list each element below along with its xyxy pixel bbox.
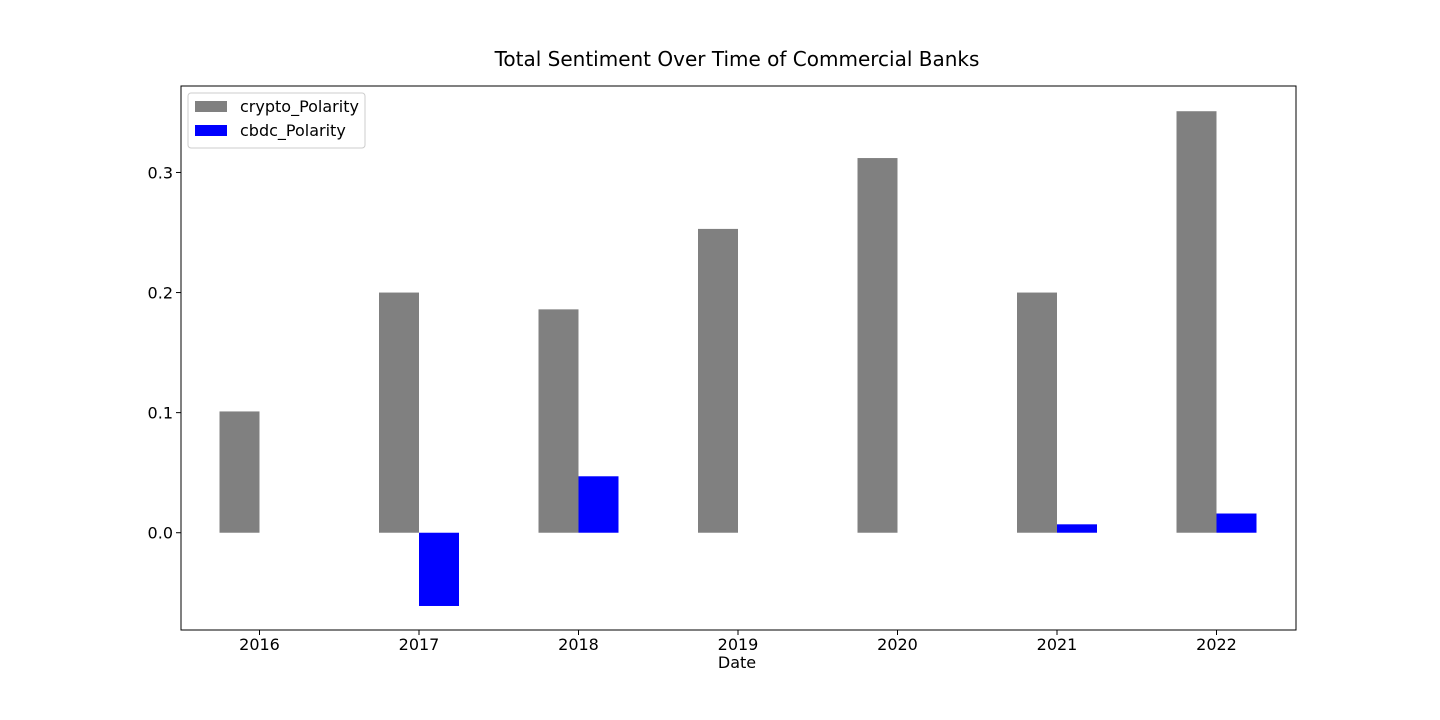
bar-cbdc_Polarity-2018 (578, 476, 619, 533)
bar-crypto_Polarity-2022 (1176, 111, 1217, 533)
legend-box (187, 92, 366, 149)
x-tick-label: 2018 (558, 635, 599, 654)
bar-crypto_Polarity-2020 (857, 158, 898, 533)
bar-cbdc_Polarity-2021 (1057, 524, 1097, 533)
chart-title: Total Sentiment Over Time of Commercial … (494, 47, 980, 71)
legend-swatch-cbdc_Polarity (195, 125, 227, 136)
legend-label-cbdc_Polarity: cbdc_Polarity (240, 121, 346, 141)
bars (219, 111, 1257, 606)
bar-crypto_Polarity-2019 (698, 228, 738, 533)
legend: crypto_Polarity cbdc_Polarity (187, 92, 366, 149)
plot-area: 0.0 0.1 0.2 0.3 2016 2017 2018 2019 2020 2021 202… (148, 85, 1297, 654)
bar-crypto_Polarity-2018 (538, 309, 579, 533)
y-tick-label: 0.0 (148, 524, 173, 543)
legend-swatch-crypto_Polarity (195, 101, 227, 112)
x-tick-label: 2022 (1196, 635, 1237, 654)
bar-crypto_Polarity-2016 (219, 411, 260, 533)
bar-cbdc_Polarity-2017 (419, 532, 459, 606)
y-tick-label: 0.2 (148, 284, 173, 303)
x-tick-label: 2016 (239, 635, 280, 654)
x-tick-label: 2019 (718, 635, 759, 654)
y-axis-ticks: 0.0 0.1 0.2 0.3 (148, 163, 181, 543)
bar-crypto_Polarity-2021 (1017, 292, 1057, 533)
x-tick-label: 2017 (399, 635, 440, 654)
x-tick-label: 2021 (1037, 635, 1078, 654)
x-tick-label: 2020 (877, 635, 918, 654)
bar-cbdc_Polarity-2022 (1216, 513, 1257, 533)
y-tick-label: 0.3 (148, 163, 173, 182)
bar-crypto_Polarity-2017 (379, 292, 419, 533)
legend-label-crypto_Polarity: crypto_Polarity (240, 97, 359, 117)
x-axis-label: Date (718, 653, 756, 672)
y-tick-label: 0.1 (148, 404, 173, 423)
x-axis-ticks: 2016 2017 2018 2019 2020 2021 2022 (239, 630, 1237, 654)
